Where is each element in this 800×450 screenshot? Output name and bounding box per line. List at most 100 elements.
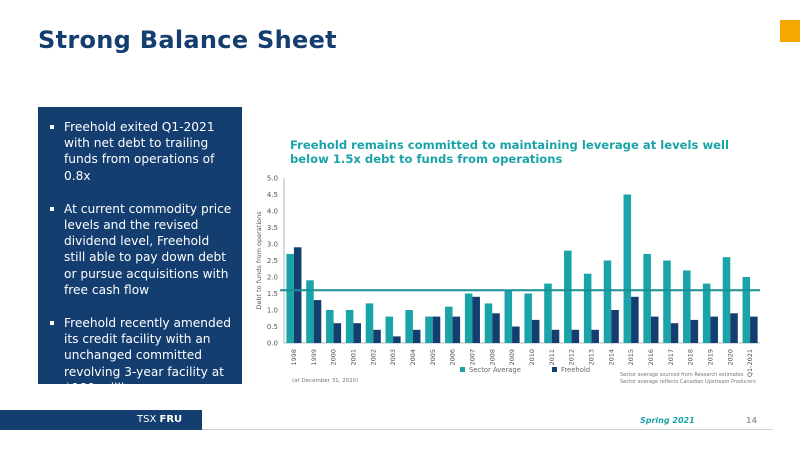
bar-freehold — [551, 329, 560, 343]
bar-sector-average — [365, 303, 374, 343]
y-tick-label: 3.5 — [267, 224, 278, 232]
bar-freehold — [750, 316, 758, 343]
footer-exchange: TSX — [137, 414, 157, 425]
bar-freehold — [432, 316, 441, 343]
bar-freehold — [591, 329, 599, 343]
bar-freehold — [293, 247, 302, 343]
bar-freehold — [690, 319, 699, 343]
summary-panel: Freehold exited Q1-2021 with net debt to… — [38, 107, 242, 395]
x-tick-label: 2009 — [508, 349, 516, 366]
bar-freehold — [670, 323, 679, 343]
bar-sector-average — [702, 283, 711, 343]
bullet-item: Freehold exited Q1-2021 with net debt to… — [48, 119, 234, 184]
x-tick-label: 2004 — [409, 349, 417, 366]
bar-freehold — [333, 323, 342, 343]
bar-sector-average — [405, 310, 413, 343]
x-tick-label: 2008 — [488, 349, 496, 366]
bar-sector-average — [425, 316, 433, 343]
bar-sector-average — [286, 253, 294, 343]
x-tick-label: 2006 — [449, 349, 457, 366]
y-tick-label: 4.5 — [267, 191, 278, 199]
bar-sector-average — [484, 303, 493, 343]
x-tick-label: 2001 — [349, 349, 357, 366]
legend-swatch — [460, 367, 465, 372]
x-tick-label: 2020 — [726, 349, 734, 366]
x-tick-label: 2014 — [607, 349, 615, 366]
x-tick-label: 2015 — [627, 349, 635, 366]
bar-sector-average — [683, 270, 691, 343]
legend-label: Sector Average — [469, 366, 521, 374]
y-tick-label: 0.0 — [267, 340, 278, 348]
bar-sector-average — [623, 194, 632, 343]
x-tick-label: 1998 — [290, 349, 298, 366]
bar-sector-average — [603, 260, 612, 343]
bar-sector-average — [524, 293, 532, 343]
bar-freehold — [650, 316, 659, 343]
footer-ticker-bar: TSX FRU — [0, 410, 202, 430]
page-title: Strong Balance Sheet — [38, 26, 337, 54]
bar-sector-average — [504, 290, 513, 343]
bullet-item: Freehold recently amended its credit fac… — [48, 315, 234, 396]
page-number: 14 — [746, 416, 758, 425]
bar-freehold — [571, 329, 580, 343]
bar-sector-average — [722, 257, 731, 343]
x-tick-label: 2016 — [647, 349, 655, 366]
bar-freehold — [313, 300, 322, 343]
bar-sector-average — [326, 310, 334, 343]
bar-sector-average — [306, 280, 314, 343]
bar-freehold — [393, 336, 401, 343]
legend-swatch — [552, 367, 557, 372]
bar-sector-average — [663, 260, 671, 343]
bar-freehold — [512, 326, 520, 343]
chart-title: Freehold remains committed to maintainin… — [290, 138, 729, 166]
bar-sector-average — [345, 310, 354, 343]
bar-freehold — [373, 329, 381, 343]
y-axis-label: Debt to funds from operations — [255, 211, 263, 310]
leverage-chart: 0.0 0.5 1.0 1.5 2.0 2.5 3.0 3.5 4.0 4.5 5.0 Debt to… — [255, 175, 760, 385]
bar-sector-average — [583, 273, 592, 343]
x-tick-label: 2007 — [468, 349, 476, 366]
bar-freehold — [353, 323, 361, 343]
x-tick-label: 2000 — [330, 349, 338, 366]
footnote-source: Sector average sourced from Research est… — [620, 372, 744, 378]
footer-ticker: FRU — [159, 414, 183, 425]
x-tick-label: 2003 — [389, 349, 397, 366]
bar-freehold — [531, 319, 540, 343]
x-tick-label: 2010 — [528, 349, 536, 366]
bullet-item: At current commodity price levels and th… — [48, 201, 234, 298]
x-tick-label: 2012 — [568, 349, 576, 366]
accent-block — [780, 20, 800, 42]
x-tick-label: 2002 — [369, 349, 377, 366]
x-tick-label: 2013 — [587, 349, 595, 366]
y-tick-label: 3.0 — [267, 241, 278, 249]
bar-sector-average — [385, 316, 394, 343]
bar-freehold — [472, 296, 480, 343]
bar-freehold — [730, 313, 738, 343]
bar-freehold — [492, 313, 500, 343]
footnote-date: (at December 31, 2020) — [292, 378, 358, 384]
footer-divider — [202, 429, 773, 430]
y-tick-label: 4.0 — [267, 208, 278, 216]
bar-freehold — [412, 329, 421, 343]
y-tick-label: 1.0 — [267, 307, 278, 315]
footnote-source: Sector average reflects Canadian Upstrea… — [620, 379, 756, 385]
legend-label: Freehold — [561, 366, 590, 374]
bar-sector-average — [464, 293, 473, 343]
bar-sector-average — [445, 306, 453, 343]
y-tick-label: 2.5 — [267, 257, 278, 265]
y-tick-label: 0.5 — [267, 323, 278, 331]
bar-freehold — [452, 316, 461, 343]
y-tick-label: 5.0 — [267, 175, 278, 183]
bar-sector-average — [544, 283, 552, 343]
bar-freehold — [710, 316, 718, 343]
x-tick-label: 2011 — [548, 349, 556, 366]
bar-sector-average — [643, 253, 651, 343]
y-tick-label: 2.0 — [267, 274, 278, 282]
x-tick-label: 2019 — [706, 349, 714, 366]
bar-freehold — [611, 310, 619, 343]
footer-season: Spring 2021 — [640, 416, 695, 425]
y-tick-label: 1.5 — [267, 290, 278, 298]
x-tick-label: 2005 — [429, 349, 437, 366]
x-tick-label: Q1-2021 — [746, 349, 754, 377]
x-tick-label: 2017 — [667, 349, 675, 366]
